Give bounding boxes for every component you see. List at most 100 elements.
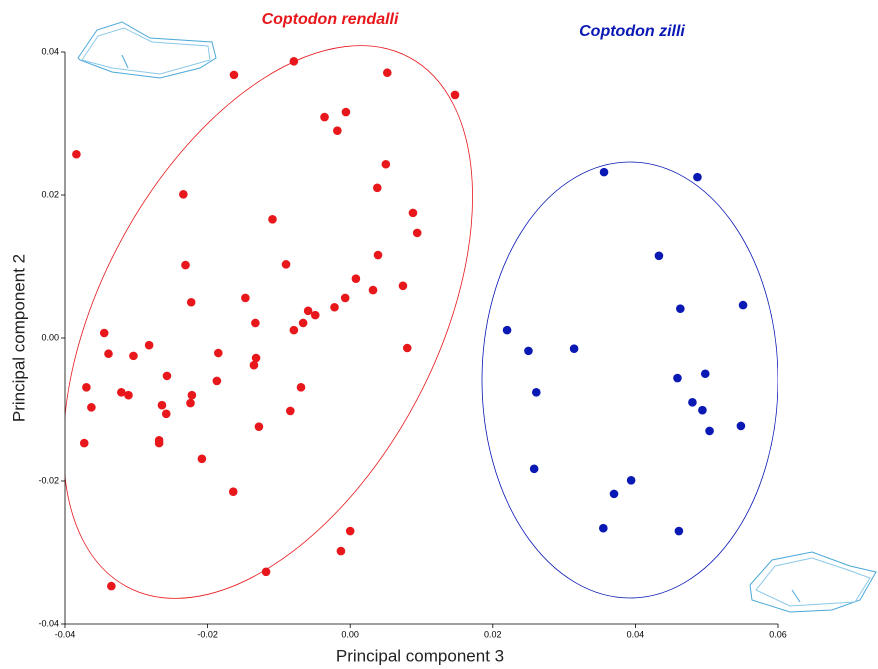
point [736, 421, 746, 431]
point [310, 310, 320, 320]
confidence-ellipse [65, 45, 473, 599]
point [330, 302, 339, 312]
point [79, 438, 89, 448]
shape-mark [121, 54, 129, 69]
x-tick-label: -0.04 [55, 629, 76, 639]
point [87, 403, 96, 412]
point [368, 285, 378, 295]
y-tick-label: 0.02 [41, 189, 59, 199]
shape-outline [81, 27, 211, 75]
point [345, 526, 355, 536]
point [161, 409, 171, 419]
point [626, 475, 636, 485]
point [373, 250, 383, 260]
point [251, 318, 260, 328]
point [450, 90, 460, 100]
point [251, 353, 261, 363]
point [179, 189, 188, 199]
point [524, 346, 533, 356]
point [700, 369, 710, 379]
point [502, 325, 512, 335]
point [162, 371, 172, 381]
point [569, 344, 579, 354]
point [341, 107, 351, 117]
point [599, 167, 609, 177]
point [340, 293, 350, 303]
x-tick-label: 0.06 [769, 629, 787, 639]
point [228, 487, 238, 497]
point [289, 56, 299, 66]
point [197, 454, 207, 464]
point [181, 260, 190, 270]
point [599, 523, 608, 533]
y-tick-label: -0.04 [38, 618, 59, 628]
point [336, 546, 346, 556]
point [157, 400, 167, 410]
point [531, 388, 541, 397]
x-tick-label: 0.02 [484, 629, 502, 639]
point [124, 390, 133, 400]
shape-outline [749, 551, 877, 613]
point [654, 251, 664, 261]
point [249, 360, 259, 370]
x-tick-label: 0.04 [627, 629, 645, 639]
point [104, 349, 113, 359]
point [117, 388, 126, 397]
point [261, 567, 271, 577]
point [381, 159, 391, 169]
shape-outline [755, 557, 871, 607]
point [82, 383, 91, 392]
point [351, 274, 361, 283]
shape-icons [77, 21, 877, 613]
series-label: Coptodon zilli [579, 23, 685, 40]
point [144, 340, 154, 350]
point [268, 215, 277, 224]
point [382, 68, 392, 78]
point [320, 112, 329, 122]
point [303, 306, 313, 316]
point [289, 325, 299, 335]
point [676, 304, 685, 313]
shape-outline [77, 21, 217, 79]
point [298, 318, 308, 328]
point [398, 281, 408, 291]
point [107, 581, 116, 591]
point [186, 297, 196, 307]
point [333, 126, 342, 135]
x-axis-label: Principal component 3 [336, 646, 504, 665]
point [296, 383, 306, 392]
point [154, 438, 164, 448]
point [408, 208, 418, 218]
point [402, 343, 412, 353]
point [673, 373, 682, 383]
point [688, 398, 697, 407]
x-tick-label: 0.00 [341, 629, 359, 639]
point [281, 260, 291, 269]
point [609, 489, 619, 499]
point [705, 426, 714, 436]
point [698, 405, 707, 415]
y-tick-label: -0.02 [38, 475, 59, 485]
point [229, 70, 239, 80]
confidence-ellipse [481, 161, 778, 599]
point [212, 376, 222, 386]
point [99, 328, 109, 338]
x-tick-label: -0.02 [197, 629, 218, 639]
point [186, 398, 195, 408]
point [254, 422, 264, 431]
point [187, 390, 197, 400]
y-tick-label: 0.04 [41, 46, 59, 56]
point [129, 351, 138, 361]
point [529, 464, 539, 474]
point [693, 172, 702, 182]
y-tick-label: 0.00 [41, 332, 59, 342]
point [72, 149, 81, 159]
y-axis-label: Principal component 2 [9, 254, 28, 422]
point [412, 228, 422, 238]
shape-mark [791, 589, 801, 603]
point [213, 348, 223, 358]
ellipses [65, 45, 778, 599]
point [241, 293, 250, 303]
point [674, 526, 684, 536]
